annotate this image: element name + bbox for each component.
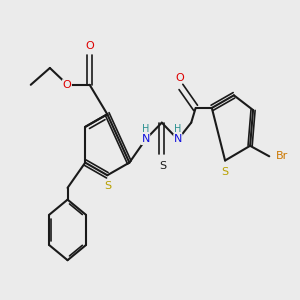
Text: H: H (174, 124, 182, 134)
Text: S: S (159, 160, 166, 171)
Text: O: O (85, 41, 94, 51)
Text: O: O (63, 80, 71, 90)
Text: N: N (174, 134, 182, 145)
Text: S: S (105, 181, 112, 191)
Text: O: O (175, 73, 184, 83)
Text: Br: Br (276, 151, 288, 161)
Text: H: H (142, 124, 149, 134)
Text: N: N (141, 134, 150, 145)
Text: S: S (221, 167, 228, 177)
